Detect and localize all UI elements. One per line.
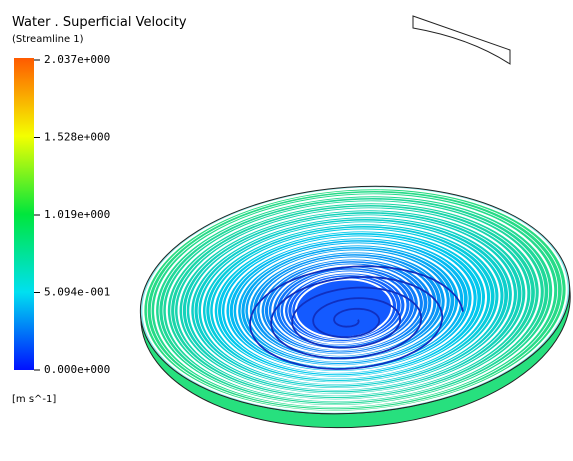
tick-label: 2.037e+000 [44,53,110,66]
legend-ticks: 2.037e+000 1.528e+000 1.019e+000 5.094e-001… [34,53,110,376]
legend-title: Water . Superficial Velocity [12,15,187,30]
tick-label: 0.000e+000 [44,363,110,376]
geometry-strip [413,16,510,64]
streamlines [133,172,573,441]
tick-label: 1.528e+000 [44,131,110,144]
tick-label: 5.094e-001 [44,286,110,299]
tick-label: 1.019e+000 [44,208,110,221]
legend-subtitle: (Streamline 1) [12,34,84,45]
legend-unit: [m s^-1] [12,394,56,405]
color-bar [14,58,34,370]
viewport: Water . Superficial Velocity (Streamline… [0,0,573,461]
